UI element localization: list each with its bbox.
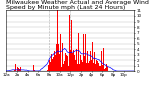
Text: Milwaukee Weather Actual and Average Wind Speed by Minute mph (Last 24 Hours): Milwaukee Weather Actual and Average Win… [6, 0, 149, 10]
